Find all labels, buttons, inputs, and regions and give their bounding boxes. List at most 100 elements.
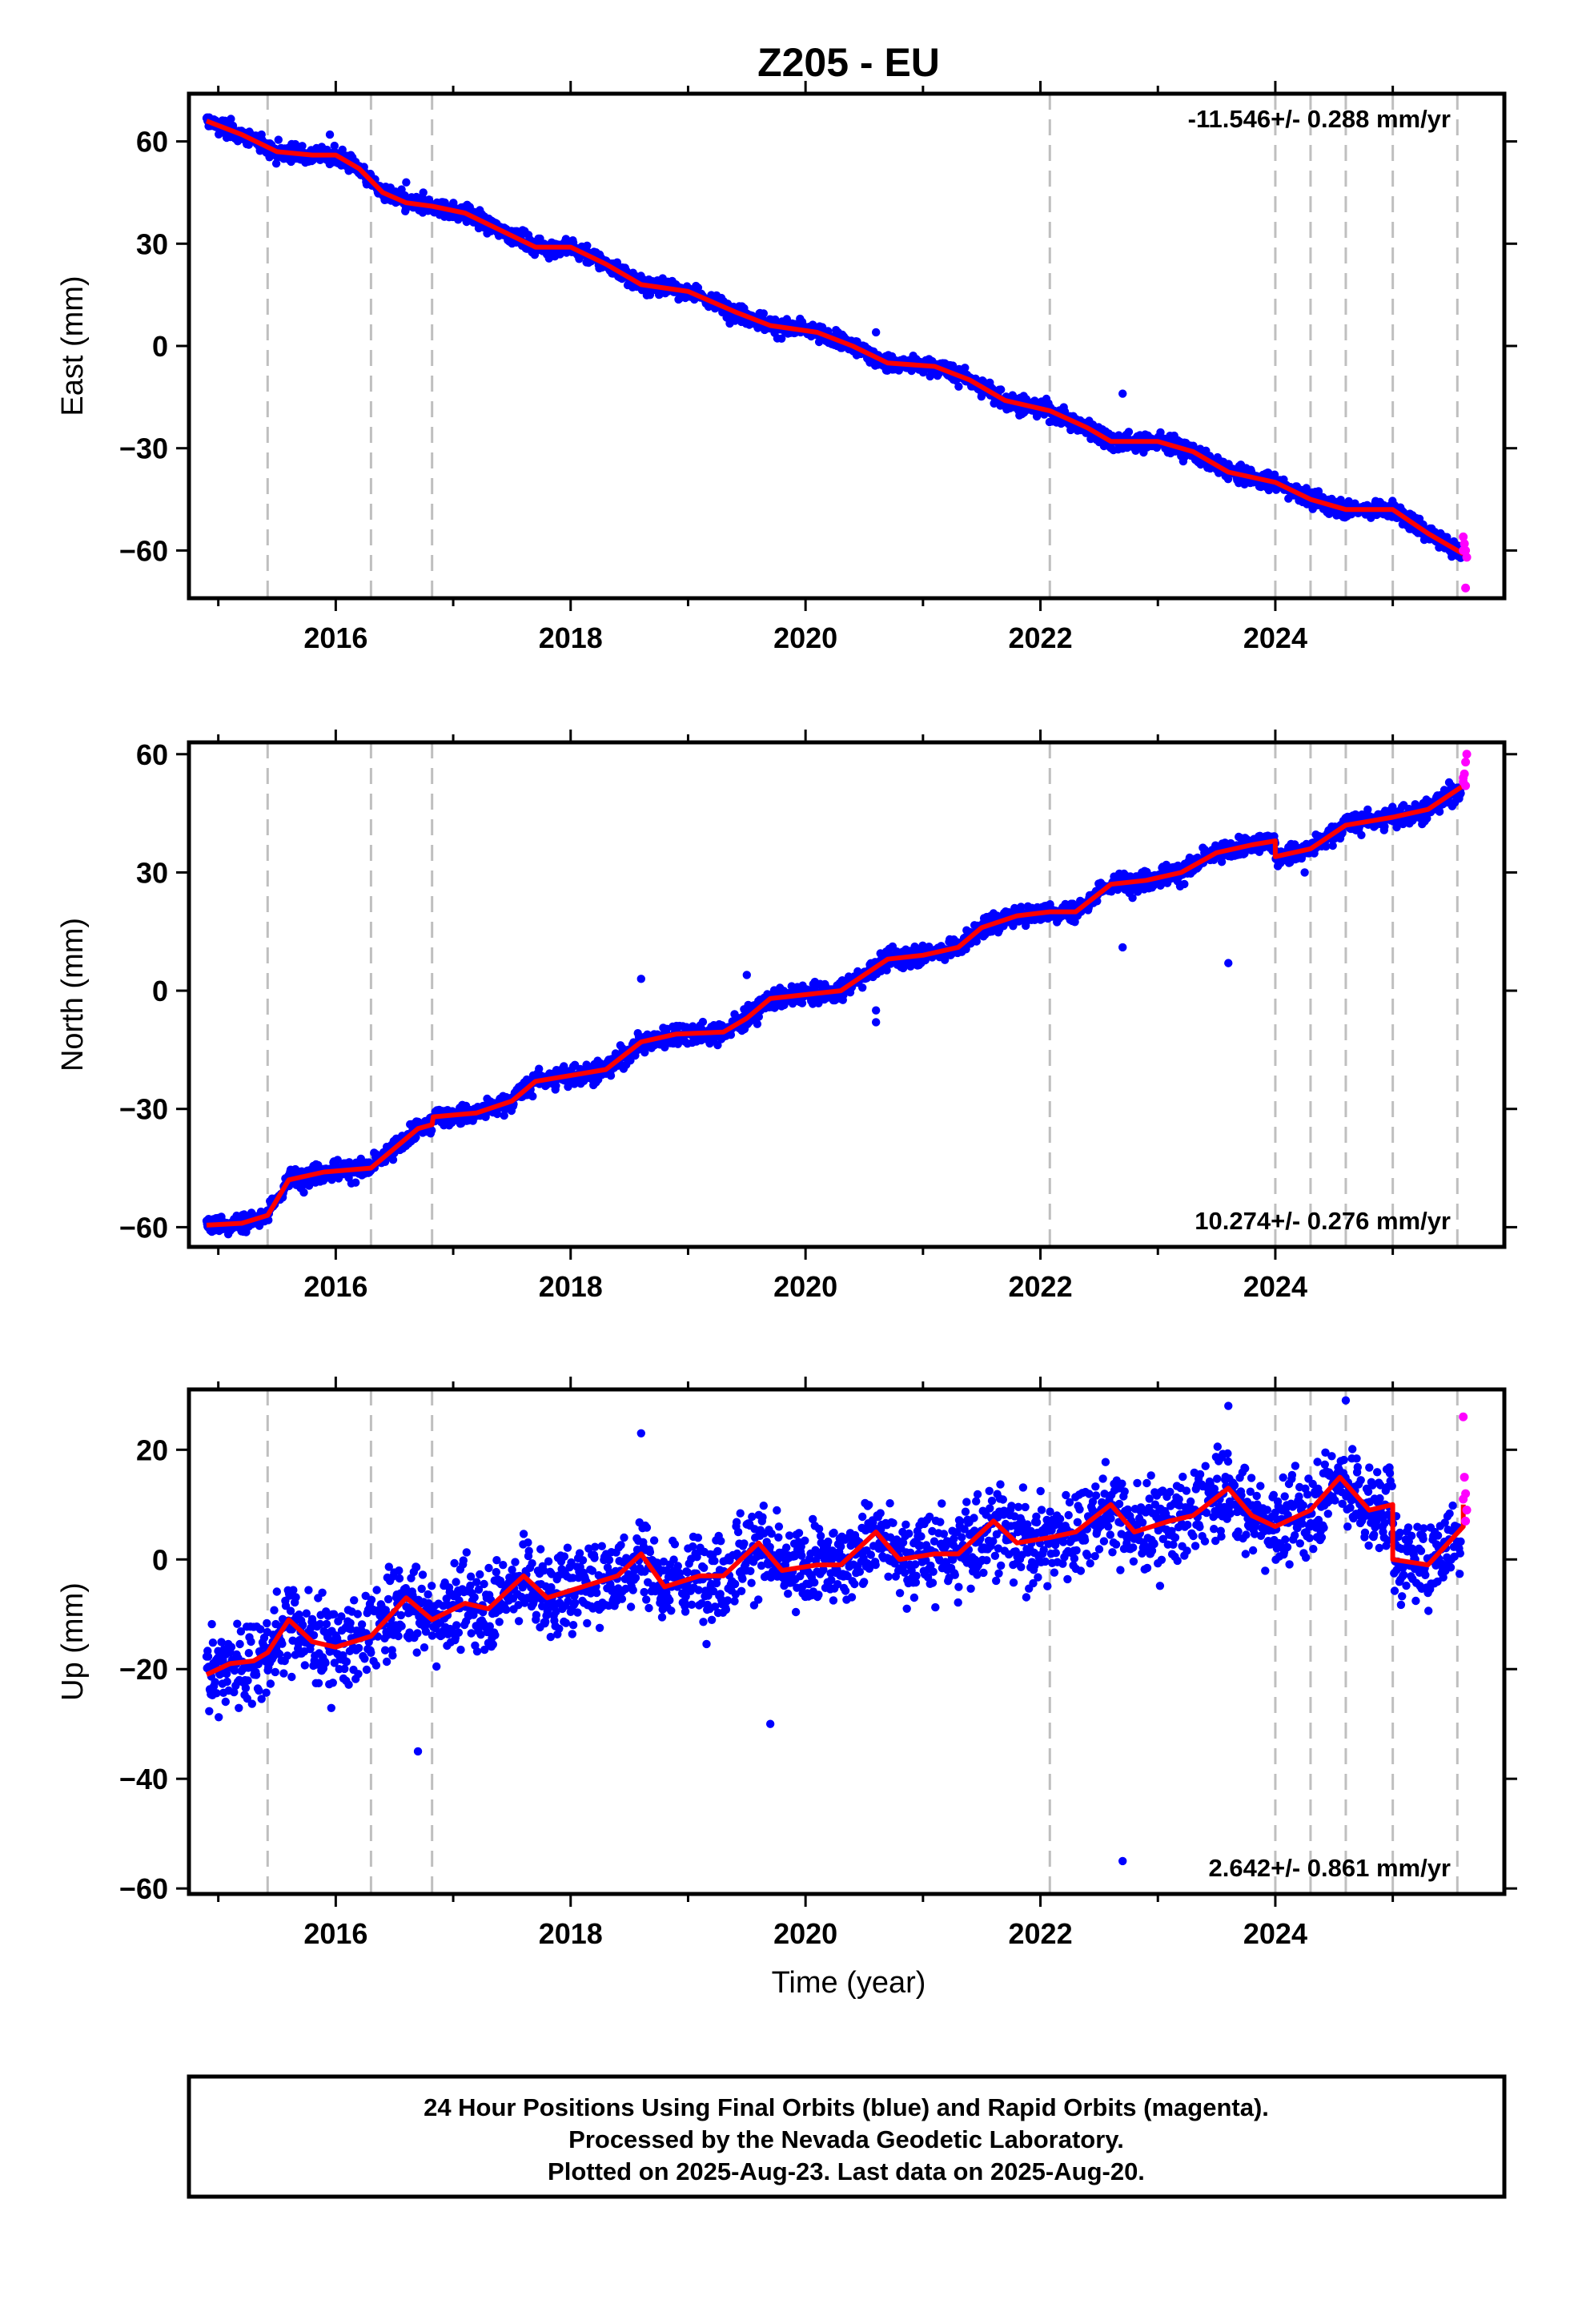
y-axis-label-north: North (mm) [56, 918, 90, 1072]
final-point-north [500, 1111, 508, 1120]
final-point-up [330, 1659, 339, 1667]
final-point-north [552, 1081, 560, 1091]
final-point-up [321, 1659, 330, 1667]
final-point-up [401, 1584, 411, 1593]
final-outlier-north [1118, 943, 1127, 952]
final-point-north [1357, 830, 1366, 840]
final-point-up [287, 1672, 296, 1682]
final-point-east [1314, 487, 1323, 496]
rate-label-north: 10.274+/- 0.276 mm/yr [1195, 1207, 1451, 1235]
final-point-east [1443, 533, 1452, 541]
final-point-up [272, 1587, 281, 1596]
final-point-up [346, 1618, 355, 1628]
rapid-point-east [1459, 545, 1468, 555]
final-point-up [354, 1670, 363, 1679]
final-point-up [322, 1619, 331, 1629]
final-point-north [1017, 903, 1026, 911]
final-point-up [262, 1688, 271, 1697]
x-tick-label-north: 2020 [773, 1270, 837, 1303]
final-point-east [777, 334, 786, 343]
final-point-north [1162, 860, 1171, 870]
final-point-up [300, 1661, 309, 1670]
final-point-up [266, 1679, 275, 1688]
final-point-up [367, 1648, 375, 1657]
final-point-up [215, 1713, 223, 1722]
final-point-north [698, 1017, 708, 1027]
final-point-up [270, 1606, 279, 1614]
final-point-up [275, 1650, 284, 1659]
x-tick-label-north: 2018 [539, 1270, 603, 1303]
rapid-point-north [1462, 750, 1472, 759]
final-point-north [753, 1019, 762, 1028]
final-point-up [217, 1638, 226, 1647]
final-point-up [354, 1643, 363, 1653]
final-point-up [371, 1661, 381, 1670]
x-tick-label-east: 2016 [303, 621, 367, 654]
final-point-up [279, 1669, 288, 1678]
final-outlier-north [1300, 868, 1309, 877]
rapid-point-north [1461, 781, 1471, 790]
final-point-up [205, 1707, 214, 1715]
final-point-up [314, 1679, 323, 1687]
final-point-up [247, 1699, 256, 1708]
final-point-north [882, 966, 891, 975]
final-outlier-north [636, 975, 645, 983]
rapid-point-north [1461, 758, 1471, 767]
final-outlier-north [1224, 959, 1233, 967]
final-point-up [212, 1689, 221, 1698]
y-tick-label-east: −60 [119, 534, 168, 567]
final-point-up [298, 1620, 307, 1630]
final-point-up [230, 1687, 239, 1697]
final-point-up [384, 1562, 393, 1571]
final-outlier-north [871, 1018, 881, 1027]
final-point-east [1156, 428, 1165, 437]
y-tick-label-east: 0 [152, 330, 168, 363]
final-point-up [328, 1679, 337, 1687]
final-point-up [223, 1677, 231, 1687]
final-point-up [329, 1610, 339, 1618]
final-point-up [243, 1676, 252, 1685]
rapid-point-east [1462, 553, 1472, 562]
plot-area-east [202, 113, 1472, 593]
final-point-north [299, 1188, 308, 1197]
final-point-east [298, 142, 307, 151]
final-point-north [1363, 805, 1372, 814]
model-line-east [205, 119, 1465, 557]
final-point-up [396, 1610, 406, 1620]
final-point-east [274, 135, 283, 144]
final-point-up [291, 1593, 300, 1602]
final-point-east [997, 385, 1006, 394]
final-point-up [283, 1651, 292, 1660]
final-point-up [394, 1631, 403, 1641]
y-tick-label-east: −30 [119, 432, 168, 465]
final-point-north [797, 999, 807, 1007]
plot-frame-north [187, 740, 1507, 1249]
final-point-north [1435, 807, 1444, 816]
final-point-up [353, 1610, 362, 1618]
final-point-north [661, 1043, 669, 1052]
final-point-north [1070, 918, 1079, 927]
final-point-north [640, 1048, 649, 1057]
final-point-east [583, 241, 592, 250]
y-tick-label-east: 60 [136, 126, 168, 159]
final-point-up [380, 1646, 390, 1655]
final-point-up [309, 1630, 319, 1640]
final-outlier-east [1118, 389, 1127, 398]
final-point-up [304, 1586, 313, 1594]
final-point-up [372, 1586, 381, 1594]
final-point-up [395, 1574, 404, 1583]
x-tick-label-east: 2024 [1243, 621, 1307, 654]
final-point-north [333, 1156, 342, 1164]
final-point-north [606, 1072, 616, 1080]
final-point-north [351, 1178, 360, 1187]
final-outlier-east [871, 328, 881, 337]
chart-title: Z205 - EU [757, 40, 940, 85]
final-point-north [388, 1156, 398, 1164]
final-point-up [340, 1664, 349, 1674]
final-point-up [361, 1591, 370, 1601]
final-point-up [344, 1680, 353, 1689]
